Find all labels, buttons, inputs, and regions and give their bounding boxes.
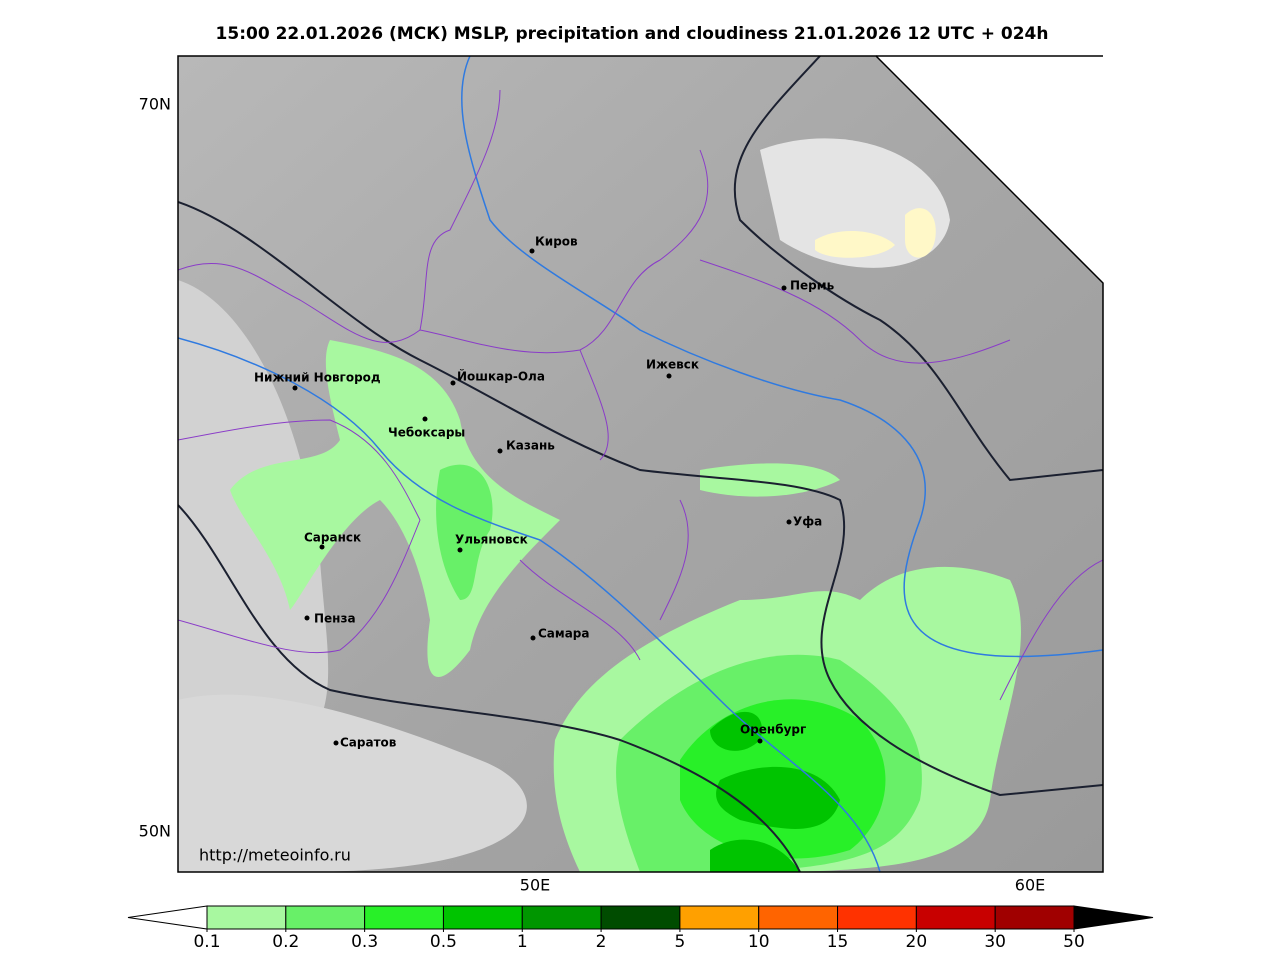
colorbar-box: [364, 905, 444, 930]
cloud-label: 20: [1156, 147, 1178, 168]
cloud-swatch: [1053, 98, 1090, 143]
city-label: Пермь: [790, 279, 835, 293]
city-label: Казань: [506, 439, 555, 453]
colorbar-box: [837, 905, 917, 930]
city-label: Ижевск: [646, 358, 699, 372]
title: 15:00 22.01.2026 (МСК) MSLP, precipitati…: [216, 24, 1049, 44]
cloud-label: 60: [1082, 158, 1101, 176]
city-markers: [292, 248, 792, 746]
cloud-label: 70: [1063, 152, 1084, 172]
isobars: [178, 56, 1103, 872]
borders: [178, 89, 1103, 701]
cloud-label: 50: [1102, 162, 1119, 178]
cloud-swatch: [1082, 106, 1103, 154]
city-label: Уфа: [793, 515, 822, 529]
city-label: Нижний Новгород: [254, 371, 381, 385]
cloud-label: 90: [1030, 130, 1052, 152]
cloud-swatch: [1067, 103, 1098, 150]
colorbar-box: [994, 905, 1075, 930]
precip: [710, 711, 840, 872]
city-label: Самара: [538, 627, 590, 641]
cloud-label: 100: [1015, 113, 1042, 142]
cloud-swatch: [1042, 92, 1083, 133]
lat-label: 70N: [139, 95, 171, 114]
city-label: Саранск: [304, 531, 361, 545]
colorbar-box: [915, 905, 996, 930]
colorbar-box: [679, 905, 760, 930]
colorbar-label: 15: [827, 932, 849, 952]
colorbar: 0.1 0.2 0.3 0.5 1 2 5 10 15 20 30 50: [127, 905, 1154, 952]
rivers: [178, 56, 1103, 872]
colorbar-over: [1073, 905, 1154, 930]
cloud-swatch: [1124, 107, 1148, 154]
colorbar-box: [285, 905, 366, 930]
city-label: Пенза: [314, 612, 356, 626]
light-cloud: [178, 694, 527, 872]
colorbar-label: 0.2: [272, 932, 299, 952]
colorbar-box: [442, 905, 523, 930]
colorbar-label: 50: [1063, 932, 1085, 952]
cloud-swatch: [1115, 109, 1131, 155]
cloud-max: [815, 208, 936, 258]
precip: [436, 464, 493, 600]
colorbar-box: [206, 905, 287, 930]
colorbar-box: [521, 905, 602, 930]
colorbar-label: 2: [596, 932, 607, 952]
precip: [230, 340, 560, 678]
credit: http://meteoinfo.ru: [199, 846, 351, 865]
city-label: Йошкар-Ола: [457, 369, 545, 384]
map: Киров Пермь Нижний Новгород Йошкар-Ола И…: [178, 56, 1178, 872]
colorbar-label: 0.5: [430, 932, 457, 952]
lat-label: 50N: [139, 822, 171, 841]
city-label: Оренбург: [740, 723, 806, 737]
cloud-swatch: [1032, 85, 1077, 122]
light-cloud: [178, 280, 329, 800]
colorbar-box: [600, 905, 681, 930]
colorbar-label: 20: [906, 932, 928, 952]
cloud-swatch: [1098, 109, 1103, 155]
cloud-label: 30: [1139, 155, 1159, 174]
city-label: Чебоксары: [388, 426, 465, 440]
colorbar-label: 1: [517, 932, 528, 952]
cloud-label: 80: [1045, 142, 1067, 164]
map-frame: [177, 55, 1104, 873]
colorbar-label: 0.3: [351, 932, 378, 952]
cloud-swatch: [1132, 103, 1162, 149]
colorbar-label: 10: [748, 932, 770, 952]
colorbar-box: [758, 905, 839, 930]
cloud-label: 40: [1121, 160, 1139, 177]
colorbar-under: [127, 905, 208, 930]
city-label: Саратов: [340, 736, 397, 750]
city-label: Киров: [535, 235, 578, 249]
colorbar-label: 0.1: [193, 932, 220, 952]
city-label: Ульяновск: [455, 533, 528, 547]
light-cloud: [760, 138, 950, 268]
lon-label: 60E: [1015, 876, 1045, 895]
colorbar-label: 5: [674, 932, 685, 952]
lon-label: 50E: [520, 876, 550, 895]
colorbar-label: 30: [984, 932, 1006, 952]
